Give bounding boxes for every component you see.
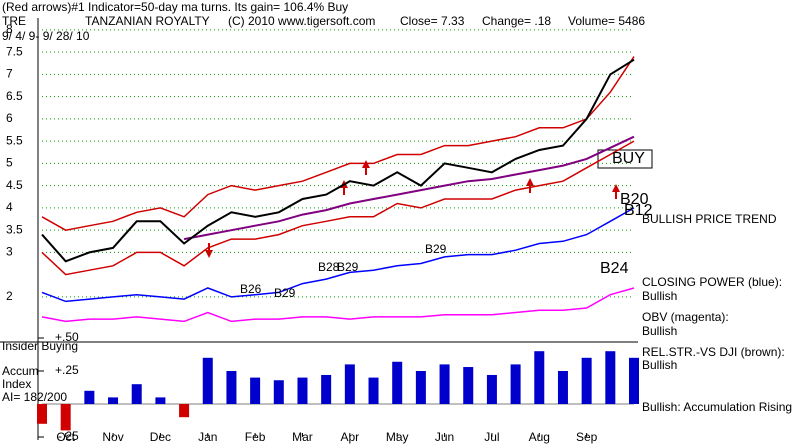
- accum-bar: [510, 364, 521, 404]
- annotation: B26: [240, 282, 262, 296]
- annotation: B28: [318, 260, 340, 274]
- accum-bar: [629, 357, 639, 404]
- x-tick-label: Oct: [56, 430, 75, 444]
- y-tick-label: 4.5: [6, 178, 23, 192]
- accum-bar: [344, 364, 355, 404]
- x-tick-label: Dec: [150, 430, 171, 444]
- accum-bar: [321, 374, 332, 404]
- accum-bar: [486, 374, 497, 404]
- y2-label: Index: [2, 377, 31, 391]
- accum-bar: [297, 377, 308, 404]
- accum-bar: [131, 384, 142, 404]
- accum-bar: [60, 404, 71, 431]
- x-tick-label: Jun: [435, 430, 454, 444]
- y2-label: Insider Buying: [2, 339, 78, 353]
- arrow: [340, 180, 348, 195]
- accum-bar: [415, 371, 426, 404]
- y2-label: AI= 182/200: [2, 390, 67, 404]
- y-tick-label: 7.5: [6, 44, 23, 58]
- x-tick-label: Sep: [576, 430, 598, 444]
- header-text: Close= 7.33: [400, 14, 465, 28]
- series-line: [41, 207, 635, 303]
- x-tick-label: Jan: [198, 430, 217, 444]
- y-tick-label: 6: [6, 111, 13, 125]
- y-tick-label: 7: [6, 67, 13, 81]
- accum-bar: [368, 377, 379, 404]
- arrow: [612, 184, 620, 199]
- x-tick-label: Aug: [529, 430, 550, 444]
- accum-bar: [155, 397, 166, 404]
- series-line: [41, 58, 635, 263]
- y-tick-label: 6.5: [6, 89, 23, 103]
- accum-bar: [84, 390, 95, 404]
- accum-bar: [534, 351, 545, 404]
- x-tick-label: Apr: [340, 430, 359, 444]
- side-label: Bullish: [642, 289, 677, 303]
- y2-tick-label: +.50: [55, 330, 79, 344]
- accum-bar: [273, 380, 284, 404]
- accum-bar: [250, 377, 261, 404]
- x-tick-label: Jul: [484, 430, 499, 444]
- side-label: Bullish: [642, 324, 677, 338]
- x-tick-label: Nov: [102, 430, 123, 444]
- accum-bar: [392, 361, 403, 404]
- series-line: [41, 56, 635, 231]
- chart-title: (Red arrows)#1 Indicator=50-day ma turns…: [2, 0, 348, 14]
- side-label: Bullish: [642, 358, 677, 372]
- annotation: B20: [620, 191, 649, 208]
- header-text: Volume= 5486: [568, 14, 645, 28]
- arrow: [205, 243, 213, 258]
- accum-bar: [179, 404, 190, 418]
- accum-bar: [439, 364, 450, 404]
- annotation: B29: [337, 260, 359, 274]
- header-text: TRE: [2, 14, 26, 28]
- accum-bar: [557, 371, 568, 404]
- accum-bar: [108, 397, 119, 404]
- side-label: CLOSING POWER (blue):: [642, 275, 782, 289]
- header-text: TANZANIAN ROYALTY: [85, 14, 210, 28]
- annotation: BUY: [612, 150, 645, 167]
- x-tick-label: Mar: [292, 430, 313, 444]
- annotation: B12: [624, 202, 653, 219]
- accum-bar: [581, 357, 592, 404]
- accum-bar: [226, 371, 237, 404]
- annotation: B29: [425, 242, 447, 256]
- series-line: [183, 135, 635, 241]
- y-tick-label: 5.5: [6, 133, 23, 147]
- annotation: B29: [274, 286, 296, 300]
- y2-tick-label: -.25: [58, 429, 79, 443]
- y-tick-label: 2: [6, 289, 13, 303]
- side-label: Bullish: Accumulation Rising: [642, 400, 792, 414]
- side-label: OBV (magenta):: [642, 310, 729, 324]
- header-text: (C) 2010 www.tigersoft.com: [228, 14, 375, 28]
- accum-bar: [605, 351, 616, 404]
- x-tick-label: May: [386, 430, 409, 444]
- accum-bar: [463, 367, 474, 404]
- accum-bar: [37, 404, 47, 424]
- y-tick-label: 5: [6, 156, 13, 170]
- header-text: Change= .18: [482, 14, 551, 28]
- y2-label: Accum: [2, 364, 39, 378]
- y-tick-label: 3.5: [6, 222, 23, 236]
- accum-bar: [202, 357, 213, 404]
- x-tick-label: Feb: [245, 430, 266, 444]
- y-tick-label: 4: [6, 200, 13, 214]
- annotation: B24: [600, 260, 629, 277]
- y-tick-label: 3: [6, 245, 13, 259]
- side-label: REL.STR.-VS DJI (brown):: [642, 345, 785, 359]
- side-label: BULLISH PRICE TREND: [642, 212, 777, 226]
- y-tick-label: 8: [6, 22, 13, 36]
- arrow: [362, 160, 370, 175]
- subtitle: 9/ 4/ 9- 9/ 28/ 10: [2, 29, 90, 43]
- series-line: [41, 140, 635, 276]
- y2-tick-label: +.25: [55, 363, 79, 377]
- series-line: [41, 287, 635, 323]
